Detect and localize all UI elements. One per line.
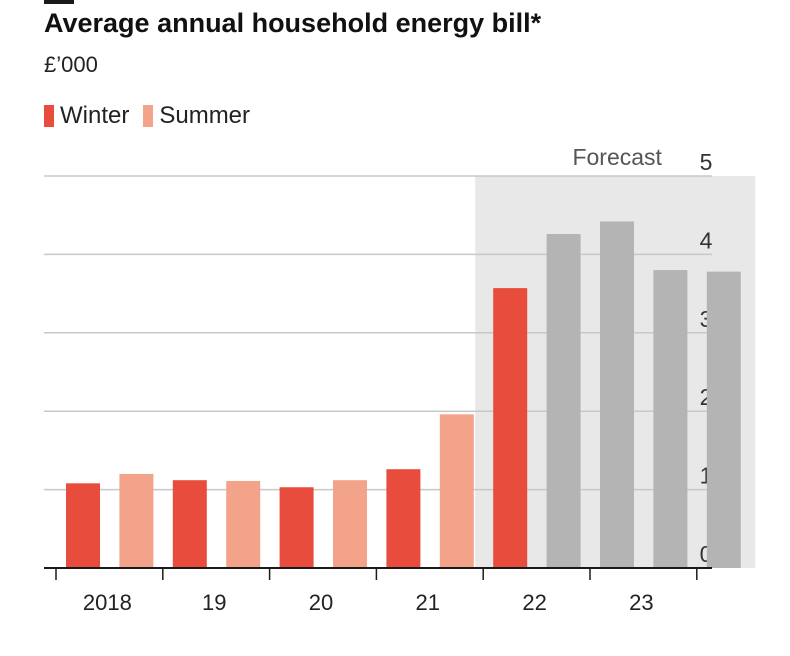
bar-8-summer — [439, 414, 474, 568]
chart-subtitle: £’000 — [44, 52, 98, 77]
bar-10-forecast — [546, 234, 581, 569]
top-rule — [44, 0, 74, 4]
bar-6-summer — [333, 480, 367, 568]
x-tick-label-2018: 2018 — [83, 590, 132, 615]
chart-title: Average annual household energy bill* — [44, 8, 542, 38]
x-tick-label-20: 20 — [309, 590, 333, 615]
x-tick-label-19: 19 — [202, 590, 226, 615]
legend-item-winter: Winter — [44, 102, 129, 130]
x-tick-label-21: 21 — [416, 590, 440, 615]
legend: Winter Summer — [44, 102, 264, 130]
legend-swatch-summer — [143, 105, 154, 127]
forecast-label: Forecast — [572, 144, 662, 170]
legend-label-summer: Summer — [159, 102, 251, 129]
bar-3-winter — [172, 480, 207, 568]
legend-swatch-winter — [44, 105, 54, 127]
y-tick-label-5: 5 — [700, 149, 713, 175]
legend-item-summer: Summer — [143, 102, 250, 130]
bar-11-forecast — [600, 221, 634, 569]
bar-13-forecast — [706, 271, 741, 568]
legend-label-winter: Winter — [60, 102, 130, 129]
bar-2-summer — [119, 473, 154, 568]
bar-7-winter — [386, 469, 421, 568]
x-tick-label-23: 23 — [629, 590, 653, 615]
bar-1-winter — [66, 483, 100, 568]
x-tick-label-22: 22 — [522, 590, 546, 615]
bar-12-forecast — [653, 270, 688, 568]
bar-5-winter — [279, 487, 314, 568]
bar-4-summer — [226, 480, 261, 568]
y-tick-label-4: 4 — [700, 227, 713, 253]
bar-9-winter — [493, 288, 528, 568]
